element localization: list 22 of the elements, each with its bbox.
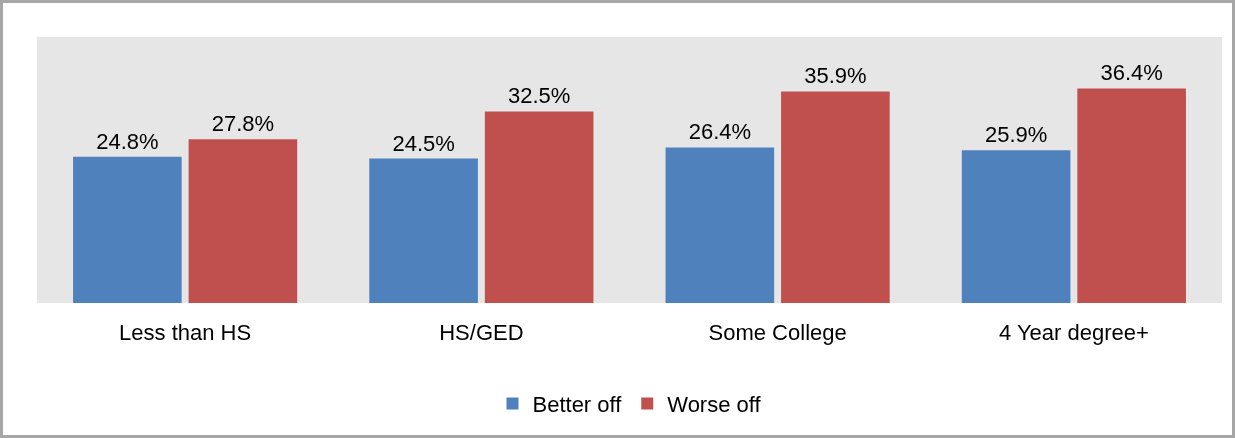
- data-label: 26.4%: [688, 119, 752, 145]
- data-label: 24.8%: [96, 128, 159, 154]
- bar: [73, 156, 182, 303]
- data-label: 32.5%: [507, 83, 571, 109]
- data-label: 27.8%: [211, 111, 275, 137]
- x-tick-label: Less than HS: [119, 320, 252, 345]
- bar: [1077, 88, 1186, 303]
- bar: [665, 147, 775, 303]
- data-label: 25.9%: [984, 122, 1048, 148]
- bar: [484, 111, 594, 303]
- bar: [369, 158, 478, 303]
- bar: [961, 150, 1071, 303]
- x-tick-label: 4 Year degree+: [998, 320, 1149, 345]
- bar: [781, 91, 890, 303]
- data-label: 35.9%: [804, 63, 867, 89]
- legend-label: Worse off: [667, 392, 762, 418]
- legend-label: Better off: [532, 392, 623, 418]
- data-label: 24.5%: [392, 130, 455, 156]
- x-tick-label: Some College: [708, 320, 847, 345]
- data-label: 36.4%: [1100, 60, 1163, 86]
- bar: [188, 139, 298, 303]
- x-tick-label: HS/GED: [439, 320, 524, 345]
